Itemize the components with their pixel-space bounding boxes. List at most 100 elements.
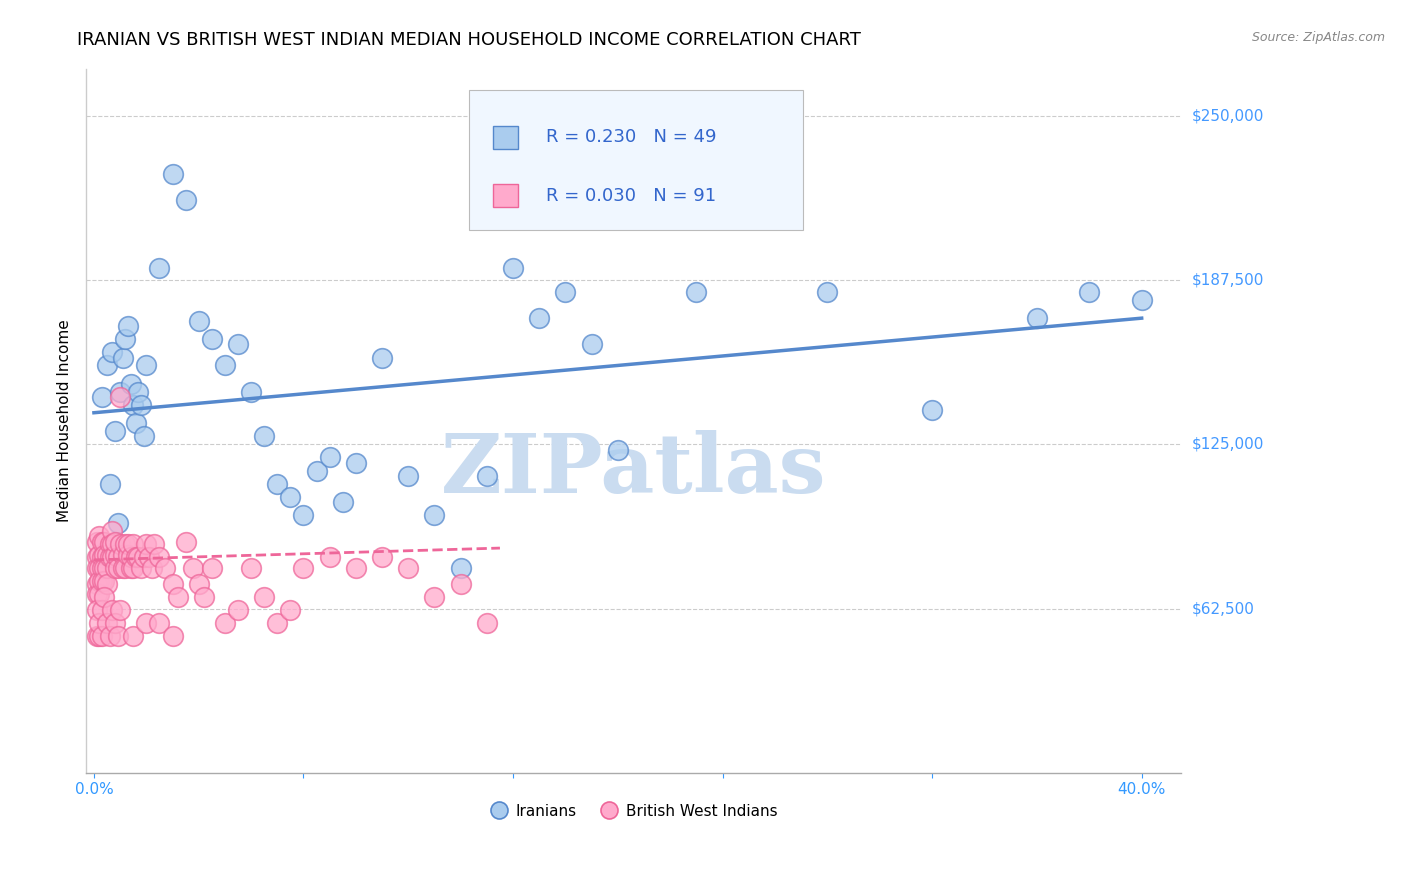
Point bbox=[187, 576, 209, 591]
Point bbox=[475, 615, 498, 630]
Point bbox=[120, 376, 142, 391]
Point bbox=[292, 561, 315, 575]
Point bbox=[96, 561, 118, 575]
Point bbox=[606, 442, 628, 457]
Point bbox=[114, 332, 136, 346]
Point bbox=[226, 603, 249, 617]
Point bbox=[148, 261, 170, 276]
Point bbox=[114, 537, 136, 551]
Point bbox=[104, 615, 127, 630]
Point bbox=[148, 550, 170, 565]
Point bbox=[148, 615, 170, 630]
Point bbox=[214, 359, 236, 373]
Point bbox=[104, 548, 127, 562]
Point bbox=[153, 561, 176, 575]
Text: Source: ZipAtlas.com: Source: ZipAtlas.com bbox=[1251, 31, 1385, 45]
Point bbox=[193, 590, 215, 604]
Text: R = 0.230   N = 49: R = 0.230 N = 49 bbox=[546, 128, 717, 146]
Point bbox=[174, 193, 197, 207]
Point bbox=[86, 587, 108, 601]
Point bbox=[344, 456, 367, 470]
Point bbox=[396, 561, 419, 575]
Point bbox=[685, 285, 707, 299]
Point bbox=[101, 537, 124, 551]
Point bbox=[108, 384, 131, 399]
Point bbox=[187, 314, 209, 328]
FancyBboxPatch shape bbox=[494, 126, 517, 149]
Point bbox=[423, 508, 446, 523]
Point bbox=[89, 561, 111, 575]
Point bbox=[162, 167, 184, 181]
Point bbox=[318, 450, 340, 465]
Point bbox=[111, 351, 134, 365]
Point bbox=[98, 537, 121, 551]
Point bbox=[1130, 293, 1153, 307]
Point bbox=[135, 615, 157, 630]
Point bbox=[214, 615, 236, 630]
Point bbox=[86, 576, 108, 591]
Point bbox=[125, 550, 148, 565]
Point bbox=[135, 537, 157, 551]
Point bbox=[86, 534, 108, 549]
Point bbox=[554, 285, 576, 299]
Point bbox=[201, 561, 224, 575]
Point bbox=[104, 561, 127, 575]
Point bbox=[117, 319, 139, 334]
Point bbox=[423, 590, 446, 604]
Point bbox=[122, 561, 145, 575]
Point bbox=[111, 548, 134, 562]
Point bbox=[96, 615, 118, 630]
Point bbox=[127, 384, 149, 399]
Text: R = 0.030   N = 91: R = 0.030 N = 91 bbox=[546, 186, 716, 204]
Point bbox=[98, 550, 121, 565]
Point bbox=[162, 576, 184, 591]
Point bbox=[108, 537, 131, 551]
Point bbox=[280, 603, 302, 617]
Point bbox=[107, 516, 129, 530]
Point bbox=[108, 603, 131, 617]
Point bbox=[174, 534, 197, 549]
Text: ZIPatlas: ZIPatlas bbox=[440, 430, 827, 510]
Point bbox=[815, 285, 838, 299]
Point bbox=[93, 574, 115, 588]
Point bbox=[117, 537, 139, 551]
Point bbox=[135, 359, 157, 373]
Point bbox=[107, 550, 129, 565]
Point bbox=[107, 629, 129, 643]
Point bbox=[921, 403, 943, 417]
Point bbox=[132, 429, 155, 443]
Point bbox=[141, 561, 163, 575]
Point bbox=[122, 398, 145, 412]
Point bbox=[138, 550, 160, 565]
Point bbox=[201, 332, 224, 346]
Point bbox=[90, 390, 112, 404]
Point bbox=[101, 345, 124, 359]
Point bbox=[86, 629, 108, 643]
FancyBboxPatch shape bbox=[470, 90, 803, 230]
Point bbox=[93, 561, 115, 575]
Point bbox=[129, 561, 152, 575]
Point bbox=[93, 548, 115, 562]
Point bbox=[344, 561, 367, 575]
Point bbox=[98, 476, 121, 491]
Point bbox=[318, 550, 340, 565]
Point bbox=[101, 603, 124, 617]
Point bbox=[90, 629, 112, 643]
Point bbox=[371, 550, 394, 565]
Y-axis label: Median Household Income: Median Household Income bbox=[58, 319, 72, 522]
Point bbox=[266, 476, 288, 491]
Point bbox=[266, 615, 288, 630]
Text: $250,000: $250,000 bbox=[1192, 108, 1264, 123]
Point bbox=[1078, 285, 1101, 299]
Point bbox=[89, 574, 111, 588]
Point bbox=[166, 590, 188, 604]
Point bbox=[292, 508, 315, 523]
Point bbox=[1025, 311, 1047, 326]
Point bbox=[96, 576, 118, 591]
Point bbox=[101, 550, 124, 565]
Point bbox=[107, 561, 129, 575]
Point bbox=[90, 534, 112, 549]
Point bbox=[89, 548, 111, 562]
Point bbox=[96, 359, 118, 373]
Point bbox=[89, 629, 111, 643]
